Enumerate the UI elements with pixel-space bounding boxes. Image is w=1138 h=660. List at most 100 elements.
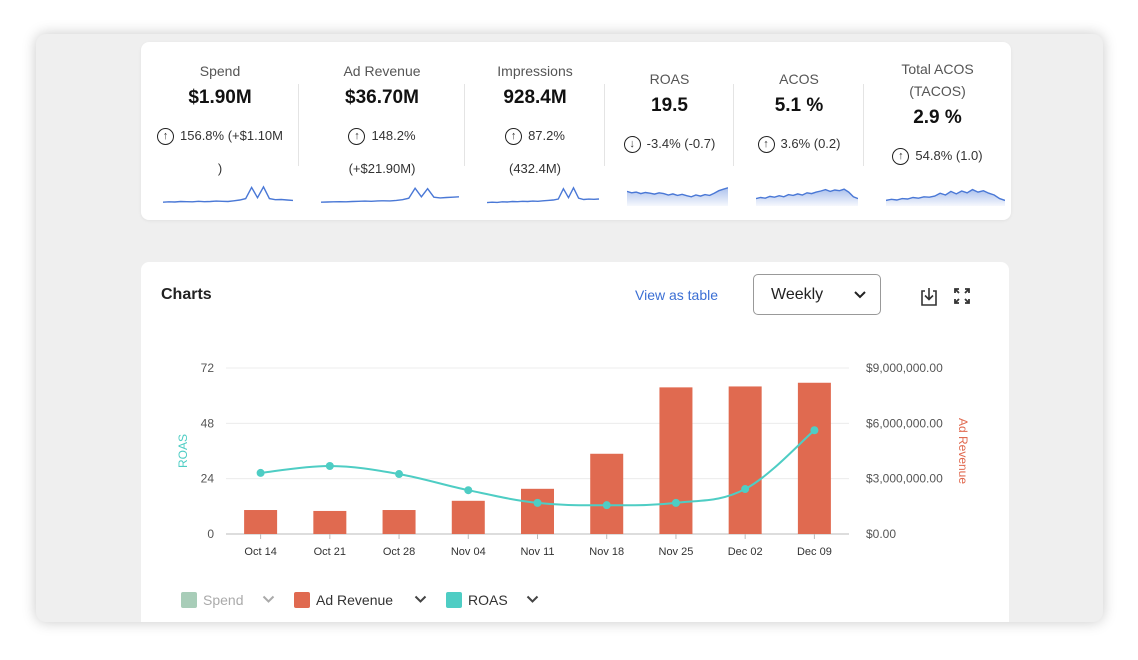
metric-divider — [863, 84, 864, 166]
metric-change: ↑ 87.2% (432.4M) — [465, 119, 605, 185]
metric-change-text: 3.6% (0.2) — [780, 136, 841, 151]
metric-value: 5.1 % — [774, 95, 824, 116]
view-as-table-link[interactable]: View as table — [635, 287, 719, 303]
y-tick-label-right: $0.00 — [866, 527, 896, 541]
y-axis-title-left: ROAS — [176, 434, 190, 468]
metric-value: 2.9 % — [913, 107, 962, 128]
y-tick-label-left: 24 — [201, 472, 215, 486]
metric-card[interactable]: Total ACOS (TACOS) 2.9 % ↑ 54.8% (1.0) — [864, 42, 1011, 220]
metric-label: ACOS — [779, 71, 819, 87]
chevron-down-icon[interactable] — [414, 592, 427, 607]
bar-ad-revenue[interactable] — [382, 510, 416, 534]
chevron-down-icon[interactable] — [526, 592, 539, 607]
legend-item-spend[interactable]: Spend — [181, 592, 243, 608]
chevron-down-icon — [854, 275, 866, 314]
metric-label: Impressions — [497, 63, 573, 79]
metric-change: ↑ 148.2% (+$21.90M) — [299, 119, 465, 185]
x-tick-label: Oct 21 — [314, 546, 346, 558]
metric-card[interactable]: Impressions 928.4M ↑ 87.2% (432.4M) — [465, 42, 605, 220]
metric-sparkline — [487, 186, 599, 204]
metric-change-text: ) — [217, 161, 223, 176]
y-tick-label-left: 48 — [201, 416, 215, 430]
metric-label: Total ACOS — [901, 61, 974, 77]
legend-item-roas[interactable]: ROAS — [446, 592, 508, 608]
legend-swatch — [181, 592, 197, 608]
metric-value: $36.70M — [345, 87, 419, 108]
metric-change-text: 148.2% — [371, 128, 416, 143]
metric-label: ROAS — [649, 71, 690, 87]
metric-divider — [733, 84, 734, 166]
metric-change-text: -3.4% (-0.7) — [646, 136, 716, 151]
metric-card[interactable]: ROAS 19.5 ↓ -3.4% (-0.7) — [605, 42, 734, 220]
x-tick-label: Nov 18 — [589, 546, 624, 558]
metric-divider — [604, 84, 605, 166]
y-axis-title-right: Ad Revenue — [956, 418, 970, 484]
metric-change: ↓ -3.4% (-0.7) — [605, 127, 734, 160]
arrow-down-circle-icon: ↓ — [623, 136, 641, 154]
bar-ad-revenue[interactable] — [590, 453, 624, 534]
metric-card[interactable]: Ad Revenue $36.70M ↑ 148.2% (+$21.90M) — [299, 42, 465, 220]
arrow-up-circle-icon: ↑ — [892, 148, 910, 166]
metric-label: Ad Revenue — [343, 63, 421, 79]
metric-change: ↑ 54.8% (1.0) — [864, 139, 1011, 172]
legend-label: Ad Revenue — [316, 592, 394, 608]
charts-panel: Charts View as table Weekly 0 24 48 72 $0.00… — [141, 262, 1009, 622]
point-roas[interactable] — [395, 470, 404, 479]
point-roas[interactable] — [256, 468, 265, 477]
metric-card[interactable]: Spend $1.90M ↑ 156.8% (+$1.10M) — [141, 42, 299, 220]
bar-ad-revenue[interactable] — [659, 387, 693, 534]
point-roas[interactable] — [810, 426, 819, 435]
x-tick-label: Nov 11 — [520, 546, 554, 558]
point-roas[interactable] — [325, 461, 334, 470]
metric-divider — [298, 84, 299, 166]
combo-chart: 0 24 48 72 $0.00 $3,000,000.00 $6,000,000.00 $9… — [176, 361, 970, 558]
legend-item-ad-revenue[interactable]: Ad Revenue — [294, 592, 393, 608]
metric-card[interactable]: ACOS 5.1 % ↑ 3.6% (0.2) — [734, 42, 864, 220]
legend-label: ROAS — [468, 592, 508, 608]
y-tick-label-left: 0 — [207, 527, 214, 541]
fullscreen-icon[interactable] — [952, 286, 972, 311]
metric-sparkline — [321, 186, 459, 203]
frequency-select[interactable]: Weekly — [753, 274, 881, 315]
metric-change-text: 87.2% — [528, 128, 565, 143]
point-roas[interactable] — [533, 498, 542, 507]
metric-value: $1.90M — [188, 87, 252, 108]
point-roas[interactable] — [671, 498, 680, 507]
legend-swatch — [294, 592, 310, 608]
legend-label: Spend — [203, 592, 244, 608]
metrics-panel: Spend $1.90M ↑ 156.8% (+$1.10M) Ad Revenue $3… — [141, 42, 1011, 220]
legend-swatch — [446, 592, 462, 608]
y-tick-label-right: $9,000,000.00 — [866, 361, 943, 375]
bar-ad-revenue[interactable] — [521, 488, 554, 534]
arrow-up-circle-icon: ↑ — [348, 128, 366, 146]
metric-label: Spend — [199, 63, 241, 79]
metric-divider — [464, 84, 465, 166]
x-tick-label: Nov 25 — [659, 546, 694, 558]
point-roas[interactable] — [602, 501, 611, 510]
x-tick-label: Oct 14 — [244, 546, 276, 558]
metric-sparkline — [163, 185, 293, 203]
charts-title: Charts — [161, 286, 212, 303]
bar-ad-revenue[interactable] — [313, 510, 347, 534]
bar-ad-revenue[interactable] — [728, 386, 762, 534]
bar-ad-revenue[interactable] — [797, 382, 831, 534]
metric-change: ↑ 156.8% (+$1.10M) — [141, 119, 299, 185]
x-tick-label: Nov 04 — [451, 546, 486, 558]
arrow-up-circle-icon: ↑ — [505, 128, 523, 146]
frequency-value: Weekly — [771, 286, 824, 303]
metric-change-text: (432.4M) — [508, 161, 562, 176]
x-tick-label: Dec 02 — [728, 546, 763, 558]
chevron-down-icon[interactable] — [262, 592, 275, 607]
metric-label: (TACOS) — [909, 83, 966, 99]
metric-change-text: (+$21.90M) — [348, 161, 416, 176]
point-roas[interactable] — [464, 486, 473, 495]
download-icon[interactable] — [918, 286, 940, 313]
bar-ad-revenue[interactable] — [244, 510, 278, 534]
x-tick-label: Dec 09 — [797, 546, 832, 558]
metric-value: 19.5 — [651, 95, 688, 116]
bar-ad-revenue[interactable] — [451, 500, 485, 534]
metric-sparkline — [627, 187, 728, 206]
point-roas[interactable] — [741, 485, 750, 494]
metric-change-text: 54.8% (1.0) — [915, 148, 983, 163]
metric-sparkline — [886, 188, 1005, 206]
